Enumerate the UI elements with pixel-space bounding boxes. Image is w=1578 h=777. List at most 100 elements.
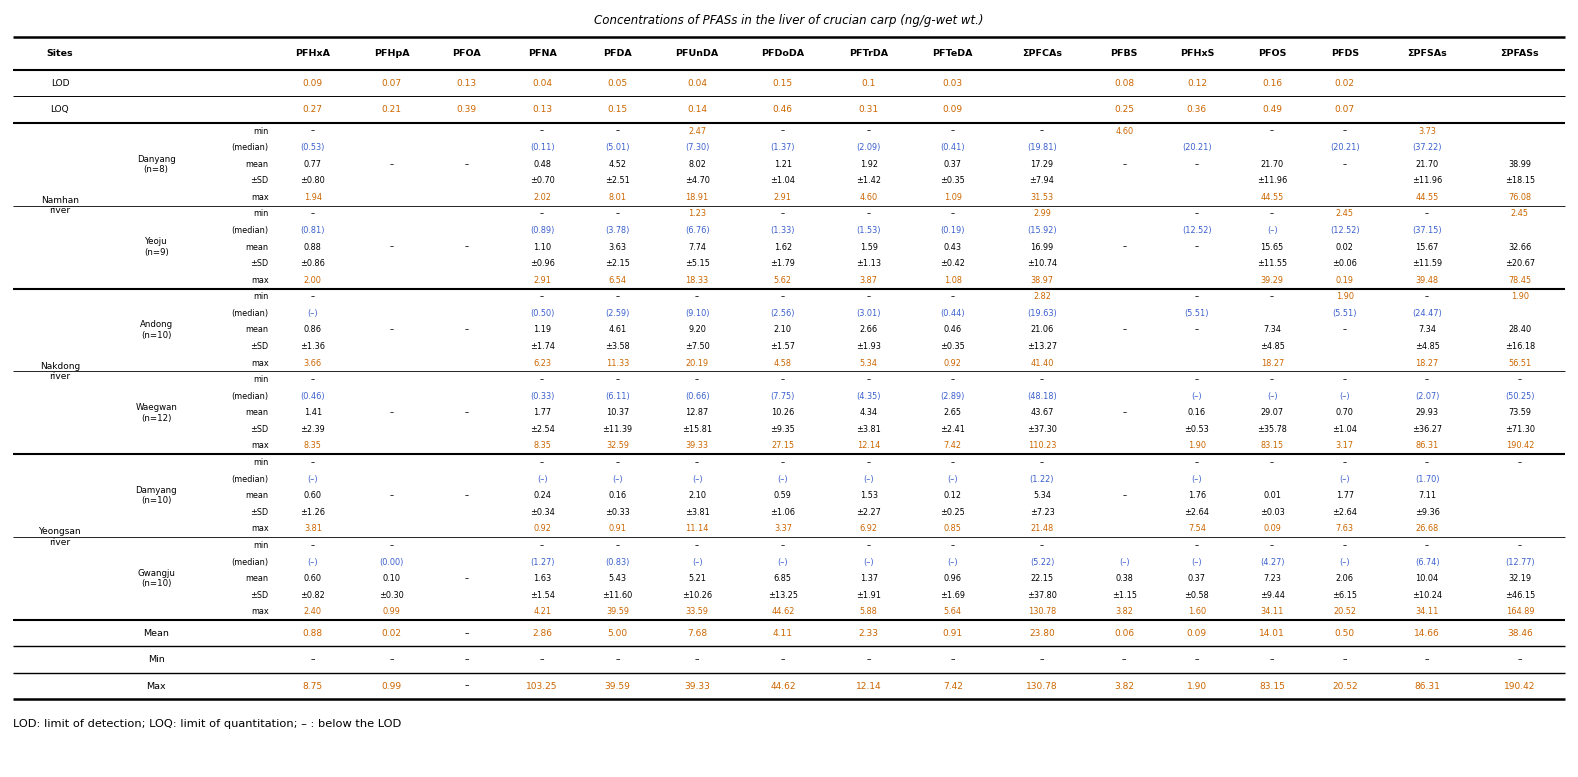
Text: ±4.85: ±4.85 [1259,342,1284,351]
Text: –: – [466,491,469,500]
Text: ±1.13: ±1.13 [857,260,881,268]
Text: 41.40: 41.40 [1030,359,1054,368]
Text: 3.87: 3.87 [860,276,877,284]
Text: 0.03: 0.03 [942,78,963,88]
Text: 0.99: 0.99 [382,681,402,691]
Text: 2.91: 2.91 [533,276,551,284]
Text: –: – [1270,210,1273,218]
Text: –: – [390,541,393,550]
Text: 0.50: 0.50 [1335,629,1356,638]
Text: 0.88: 0.88 [305,242,322,252]
Text: (7.75): (7.75) [770,392,795,401]
Text: (–): (–) [691,475,702,483]
Text: 29.93: 29.93 [1415,409,1439,417]
Text: 0.48: 0.48 [533,160,551,169]
Text: ±0.80: ±0.80 [300,176,325,185]
Text: 0.36: 0.36 [1187,105,1207,114]
Text: (37.15): (37.15) [1412,226,1442,235]
Text: ±2.41: ±2.41 [940,425,966,434]
Text: 20.52: 20.52 [1333,608,1357,616]
Text: 7.74: 7.74 [688,242,705,252]
Text: 4.61: 4.61 [609,326,626,334]
Text: (24.47): (24.47) [1412,309,1442,318]
Text: max: max [251,441,268,451]
Text: ±10.74: ±10.74 [1027,260,1057,268]
Text: 2.33: 2.33 [858,629,879,638]
Text: 0.16: 0.16 [609,491,626,500]
Text: –: – [781,655,786,664]
Text: (5.51): (5.51) [1185,309,1209,318]
Text: 0.60: 0.60 [305,574,322,583]
Text: (15.92): (15.92) [1027,226,1057,235]
Text: PFTeDA: PFTeDA [933,49,974,58]
Text: PFDS: PFDS [1330,49,1359,58]
Text: –: – [1425,210,1430,218]
Text: ±SD: ±SD [251,591,268,600]
Text: (0.33): (0.33) [530,392,554,401]
Text: ±11.55: ±11.55 [1258,260,1288,268]
Text: 0.19: 0.19 [1337,276,1354,284]
Text: 39.59: 39.59 [606,608,630,616]
Text: ±3.58: ±3.58 [604,342,630,351]
Text: ±11.96: ±11.96 [1412,176,1442,185]
Text: 1.94: 1.94 [305,193,322,202]
Text: 0.91: 0.91 [609,524,626,533]
Text: –: – [1195,210,1199,218]
Text: 5.00: 5.00 [608,629,628,638]
Text: (9.10): (9.10) [685,309,710,318]
Text: (median): (median) [232,309,268,318]
Text: (2.07): (2.07) [1415,392,1439,401]
Text: 7.42: 7.42 [944,441,961,451]
Text: (2.59): (2.59) [606,309,630,318]
Text: –: – [1195,375,1199,384]
Text: Waegwan
(n=12): Waegwan (n=12) [136,403,177,423]
Text: (6.76): (6.76) [685,226,710,235]
Text: 4.11: 4.11 [773,629,792,638]
Text: –: – [1518,458,1521,467]
Text: –: – [1343,326,1348,334]
Text: 3.73: 3.73 [1419,127,1436,135]
Text: –: – [781,292,784,301]
Text: –: – [466,242,469,252]
Text: 21.70: 21.70 [1261,160,1284,169]
Text: 7.34: 7.34 [1419,326,1436,334]
Text: (1.22): (1.22) [1030,475,1054,483]
Text: –: – [950,292,955,301]
Text: (–): (–) [863,475,874,483]
Text: –: – [950,210,955,218]
Text: 0.88: 0.88 [303,629,323,638]
Text: PFHxS: PFHxS [1180,49,1213,58]
Text: –: – [1270,458,1273,467]
Text: 1.23: 1.23 [688,210,705,218]
Text: (1.70): (1.70) [1415,475,1439,483]
Text: ±1.54: ±1.54 [530,591,555,600]
Text: ±15.81: ±15.81 [682,425,712,434]
Text: 20.52: 20.52 [1332,681,1357,691]
Text: 17.29: 17.29 [1030,160,1054,169]
Text: 39.48: 39.48 [1415,276,1439,284]
Text: 0.08: 0.08 [1114,78,1135,88]
Text: 5.62: 5.62 [773,276,792,284]
Text: (–): (–) [1191,475,1202,483]
Text: 0.16: 0.16 [1262,78,1283,88]
Text: 0.02: 0.02 [382,629,402,638]
Text: 2.00: 2.00 [305,276,322,284]
Text: 43.67: 43.67 [1030,409,1054,417]
Text: 3.82: 3.82 [1114,681,1135,691]
Text: (–): (–) [1191,558,1202,566]
Text: 18.33: 18.33 [685,276,709,284]
Text: (19.63): (19.63) [1027,309,1057,318]
Text: –: – [1122,491,1127,500]
Text: –: – [390,409,393,417]
Text: 0.02: 0.02 [1337,242,1354,252]
Text: –: – [1270,375,1273,384]
Text: mean: mean [246,491,268,500]
Text: Concentrations of PFASs in the liver of crucian carp (ng/g-wet wt.): Concentrations of PFASs in the liver of … [595,14,983,26]
Text: –: – [540,210,544,218]
Text: ±46.15: ±46.15 [1505,591,1535,600]
Text: 0.16: 0.16 [1188,409,1206,417]
Text: 2.02: 2.02 [533,193,551,202]
Text: 83.15: 83.15 [1261,441,1284,451]
Text: (6.11): (6.11) [604,392,630,401]
Text: ±0.82: ±0.82 [300,591,325,600]
